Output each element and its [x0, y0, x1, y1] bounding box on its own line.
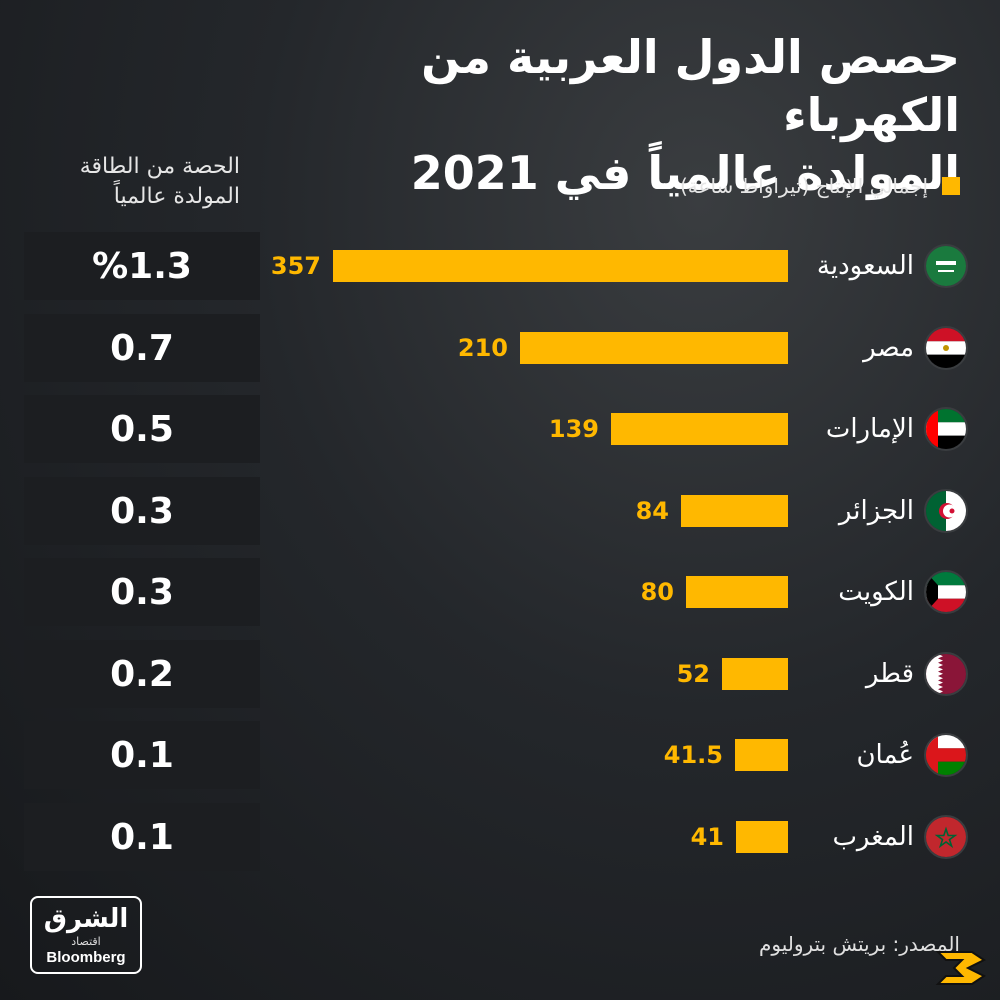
share-value-box: 0.1 [24, 721, 260, 789]
country-label: الإمارات [825, 414, 914, 444]
algeria-flag-icon [924, 489, 968, 533]
title-line-1: حصص الدول العربية من الكهرباء [421, 30, 960, 142]
kuwait-flag-icon [924, 570, 968, 614]
share-value-box: %1.3 [24, 232, 260, 300]
qatar-flag-icon [924, 652, 968, 696]
bar-value-label: 41.5 [663, 741, 723, 769]
share-value-box: 0.5 [24, 395, 260, 463]
share-value-box: 0.2 [24, 640, 260, 708]
legend-swatch [942, 177, 960, 195]
share-value-box: 0.3 [24, 558, 260, 626]
country-label: مصر [863, 333, 914, 363]
bar-value-label: 84 [635, 497, 669, 525]
bar [686, 576, 788, 608]
bar-value-label: 52 [676, 660, 710, 688]
bar [333, 250, 788, 282]
country-label: قطر [865, 659, 914, 689]
share-value-box: 0.7 [24, 314, 260, 382]
bar [722, 658, 788, 690]
bar [611, 413, 788, 445]
publisher-badge-icon [935, 951, 986, 985]
bar-value-label: 357 [270, 252, 321, 280]
bar [681, 495, 788, 527]
bar [520, 332, 788, 364]
share-header-line-2: المولدة عالمياً [113, 184, 240, 209]
share-value-box: 0.1 [24, 803, 260, 871]
morocco-flag-icon [924, 815, 968, 859]
legend: إجمالي الإنتاج (تيراواط ساعة) [680, 174, 960, 198]
country-label: عُمان [856, 740, 914, 770]
country-label: المغرب [832, 822, 914, 852]
bar-value-label: 41 [690, 823, 724, 851]
bar-value-label: 80 [640, 578, 674, 606]
country-label: السعودية [816, 251, 914, 281]
share-header-line-1: الحصة من الطاقة [79, 154, 240, 179]
bar-value-label: 210 [457, 334, 508, 362]
bar [735, 739, 788, 771]
country-label: الكويت [838, 577, 914, 607]
share-value-box: 0.3 [24, 477, 260, 545]
share-column-header: الحصة من الطاقة المولدة عالمياً [30, 152, 240, 212]
title-line-2: المولدة عالمياً في 2021 [410, 146, 960, 200]
asharq-bloomberg-logo: الشرق اقتصاد Bloomberg [30, 896, 142, 974]
bar [736, 821, 788, 853]
bar-value-label: 139 [548, 415, 599, 443]
chart-title: حصص الدول العربية من الكهرباء المولدة عا… [260, 28, 960, 202]
country-label: الجزائر [838, 496, 914, 526]
egypt-flag-icon [924, 326, 968, 370]
oman-flag-icon [924, 733, 968, 777]
saudi-flag-icon [924, 244, 968, 288]
uae-flag-icon [924, 407, 968, 451]
source-note: المصدر: بريتش بتروليوم [758, 932, 960, 956]
legend-label: إجمالي الإنتاج (تيراواط ساعة) [680, 174, 928, 198]
